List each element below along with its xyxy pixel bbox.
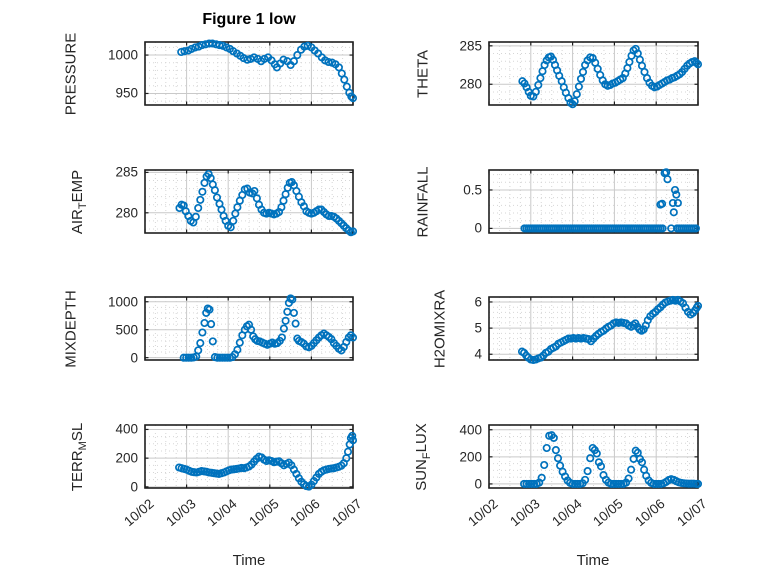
subplot-rainfall-plot [488, 168, 700, 234]
x-axis-label-left: Time [232, 552, 266, 569]
y-tick-label: 0 [474, 476, 482, 492]
y-tick-label: 500 [115, 322, 138, 338]
x-tick-label: 10/06 [632, 496, 668, 530]
y-tick-label: 950 [115, 85, 138, 101]
data-series-h2omixra [517, 295, 703, 365]
y-axis-label-theta: THETA [414, 49, 432, 98]
y-tick-label: 1000 [107, 47, 138, 63]
data-series-theta [518, 44, 703, 109]
subplot-mixdepth-plot [144, 294, 358, 362]
x-tick-label: 10/04 [548, 496, 585, 530]
y-tick-label: 200 [459, 449, 482, 465]
x-tick-label: 10/04 [204, 496, 240, 530]
data-series-pressure [177, 39, 358, 103]
y-tick-label: 0.5 [463, 182, 482, 198]
y-tick-label: 0 [130, 479, 138, 495]
y-tick-label: 280 [115, 205, 138, 221]
subplot-sun_flux-plot [488, 424, 703, 489]
subplot-pressure-plot [144, 39, 358, 106]
y-tick-label: 400 [459, 422, 482, 438]
y-axis-label-rainfall: RAINFALL [414, 166, 432, 237]
x-tick-label: 10/03 [506, 496, 543, 530]
y-tick-label: 280 [459, 76, 482, 92]
subplot-theta-plot [488, 41, 703, 109]
x-tick-label: 10/07 [674, 496, 710, 530]
y-axis-label-terr_msl: TERRMSL [69, 422, 90, 491]
figure-title: Figure 1 low [202, 11, 296, 28]
y-tick-label: 0 [130, 350, 138, 366]
y-tick-label: 400 [115, 421, 138, 437]
data-series-air_temp [175, 169, 358, 237]
x-tick-label: 10/07 [329, 496, 365, 530]
data-series-rainfall [520, 168, 700, 233]
x-axis-label-right: Time [576, 552, 610, 569]
x-tick-label: 10/05 [245, 496, 282, 530]
y-tick-label: 6 [474, 294, 482, 310]
data-series-mixdepth [179, 294, 358, 362]
x-tick-label: 10/02 [121, 496, 157, 530]
y-tick-label: 200 [115, 450, 138, 466]
y-tick-label: 285 [459, 38, 482, 54]
x-tick-label: 10/03 [162, 496, 199, 530]
data-series-sun_flux [520, 431, 703, 488]
x-tick-label: 10/02 [465, 496, 501, 530]
y-tick-label: 0 [474, 220, 482, 236]
x-tick-label: 10/05 [590, 496, 627, 530]
y-axis-label-mixdepth: MIXDEPTH [62, 289, 80, 368]
data-series-terr_msl [175, 431, 358, 491]
x-tick-label: 10/06 [287, 496, 324, 530]
subplot-air_temp-plot [144, 169, 358, 237]
y-axis-label-h2omixra: H2OMIXRA [431, 289, 449, 368]
subplot-h2omixra-plot [488, 295, 703, 365]
y-tick-label: 4 [474, 346, 482, 362]
y-axis-label-air_temp: AIRTEMP [69, 169, 90, 234]
y-axis-label-pressure: PRESSURE [62, 32, 80, 115]
subplot-terr_msl-plot [144, 424, 358, 491]
y-tick-label: 285 [115, 164, 138, 180]
y-tick-label: 1000 [107, 294, 138, 310]
y-axis-label-sun_flux: SUNFLUX [413, 422, 434, 491]
y-tick-label: 5 [474, 320, 482, 336]
